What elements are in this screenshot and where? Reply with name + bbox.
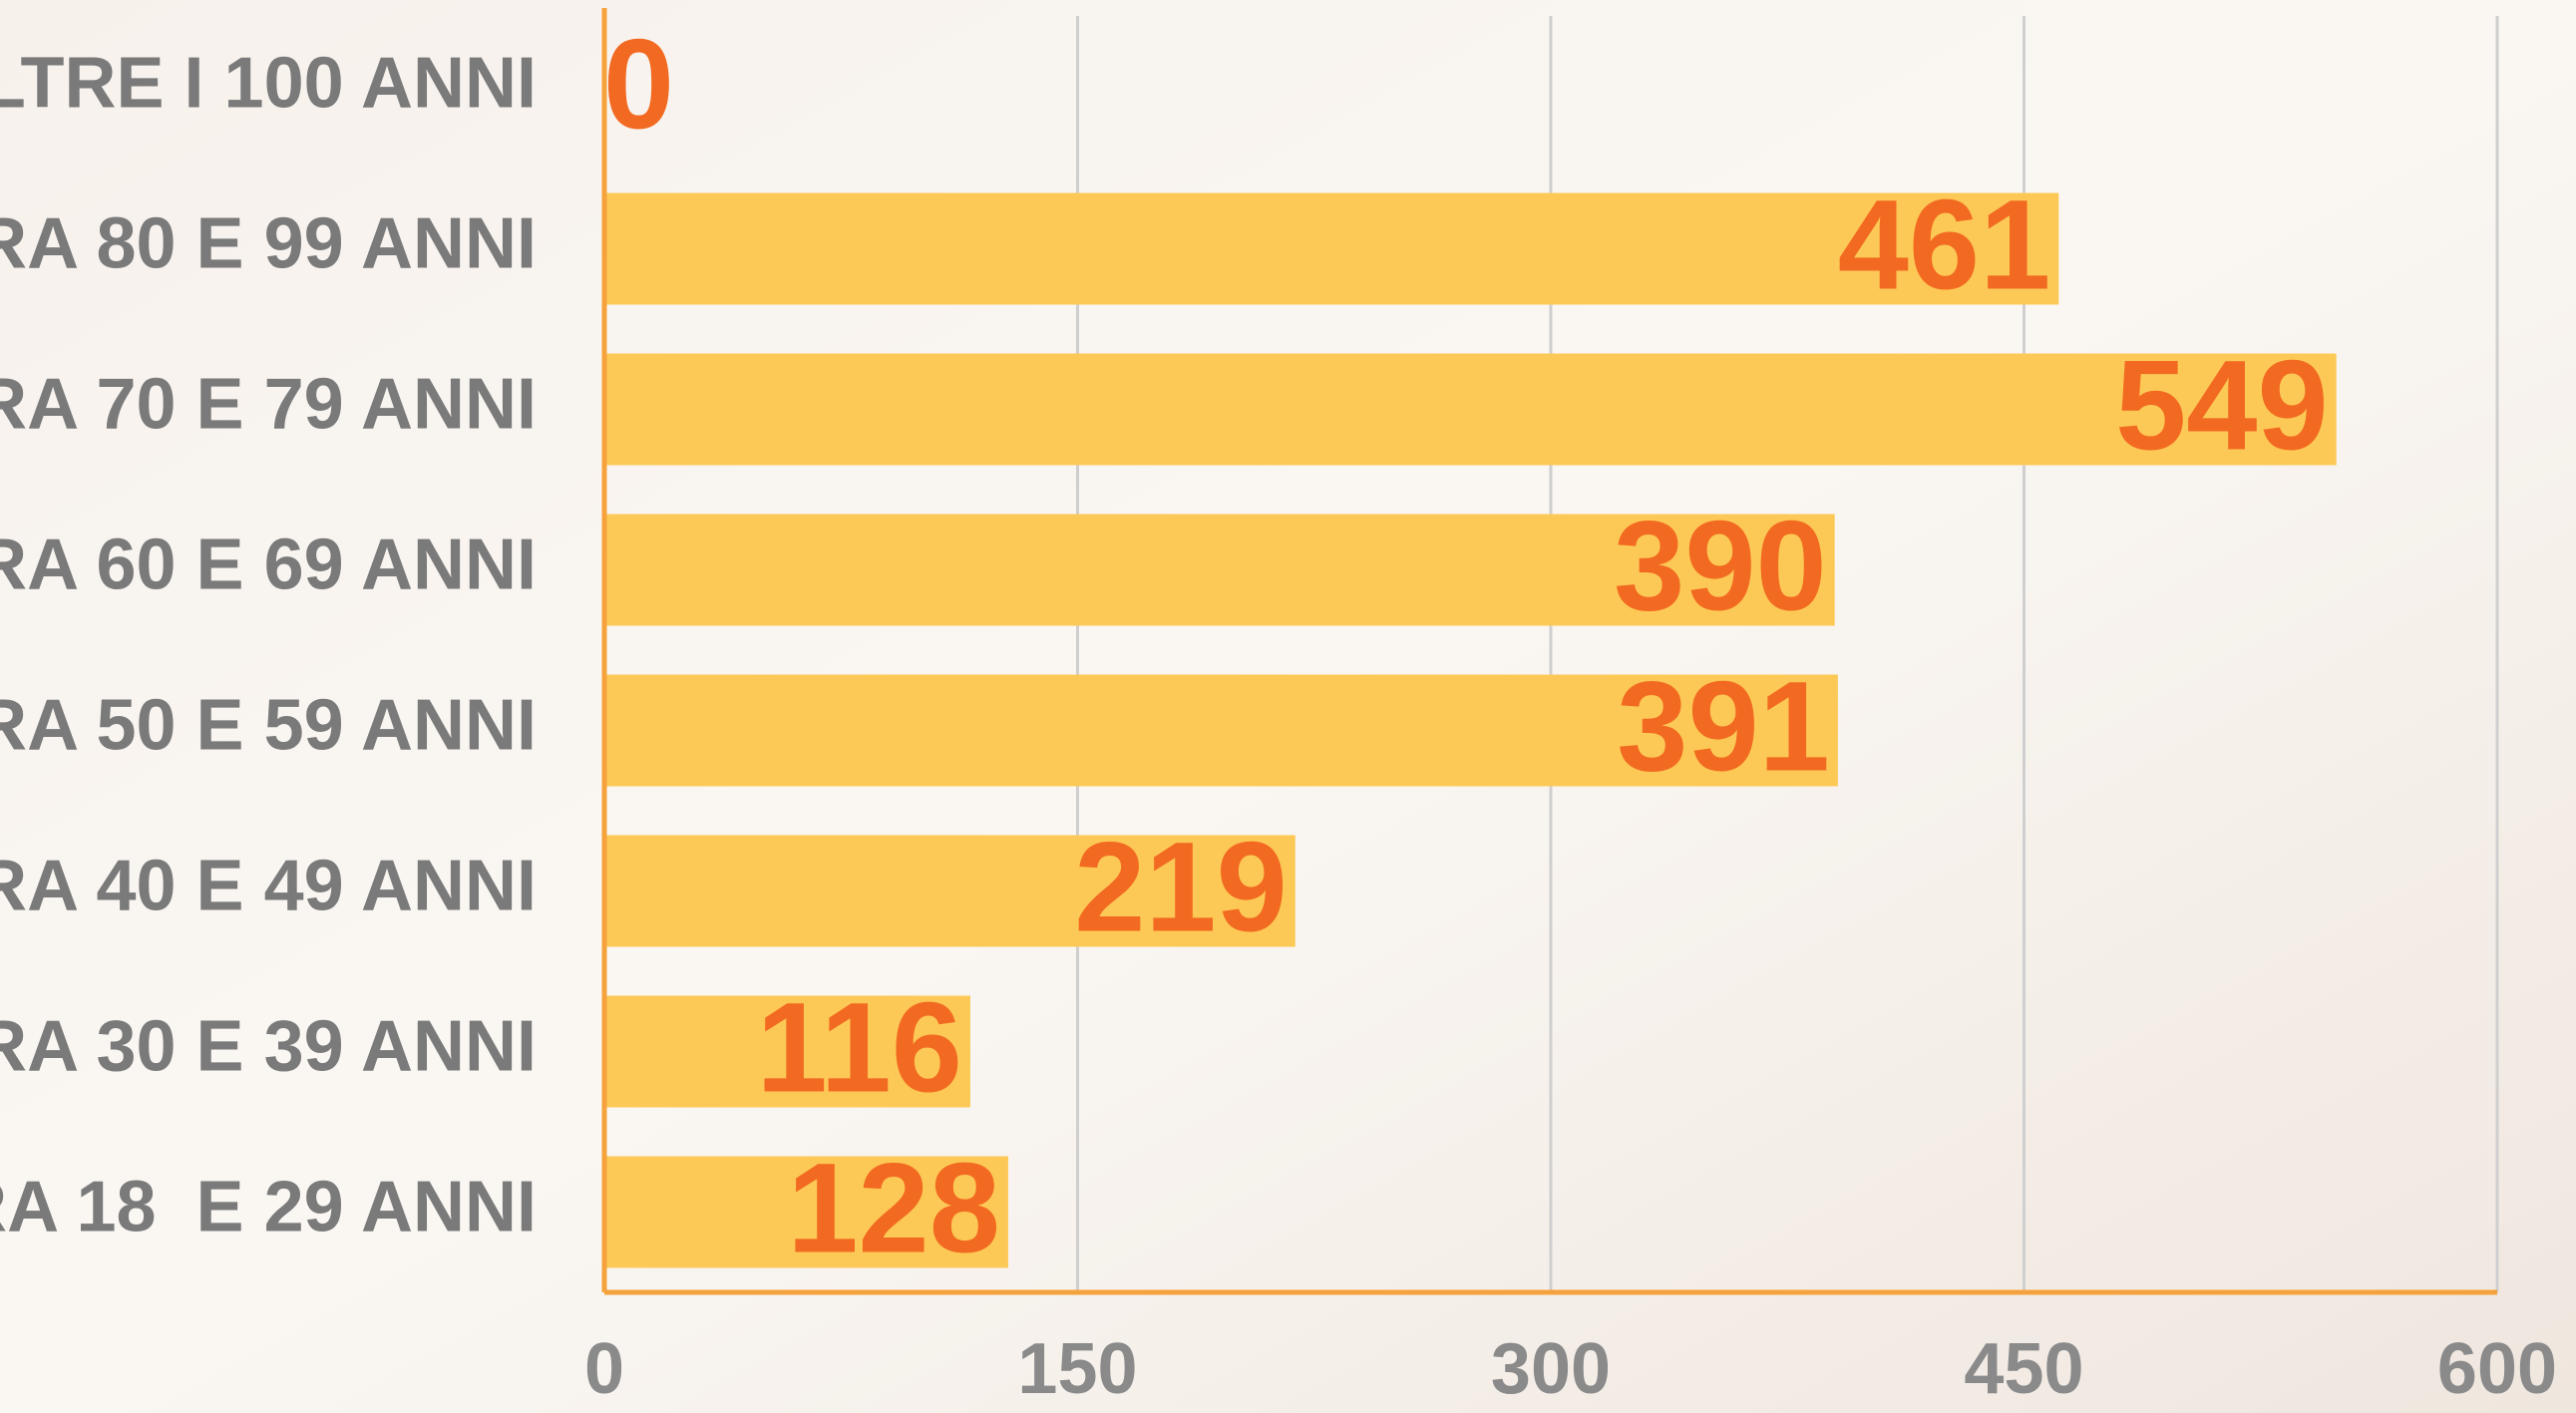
value-label: 390 (1614, 495, 1827, 637)
y-tick-label: TRA 50 E 59 ANNI (0, 686, 537, 766)
y-tick-label: OLTRE I 100 ANNI (0, 44, 537, 124)
chart: 0 150 300 450 600 OLTRE I 100 ANNI 0 TRA 80 E 9… (0, 0, 2576, 1413)
y-tick-label: TRA 30 E 39 ANNI (0, 1007, 537, 1087)
y-tick-label: TRA 60 E 69 ANNI (0, 526, 537, 605)
x-tick-label: 150 (1017, 1329, 1137, 1409)
value-label: 116 (756, 976, 962, 1119)
y-tick-label: TRA 80 E 99 ANNI (0, 204, 537, 284)
value-label: 461 (1838, 174, 2051, 316)
x-tick-label: 0 (584, 1329, 624, 1409)
y-tick-label: TRA 70 E 79 ANNI (0, 365, 537, 445)
value-label: 549 (2115, 334, 2329, 477)
y-tick-label: TRA 18 E 29 ANNI (0, 1168, 537, 1247)
value-label: 219 (1074, 816, 1288, 958)
x-tick-label: 300 (1491, 1329, 1611, 1409)
value-label: 128 (787, 1137, 1000, 1279)
y-tick-label: TRA 40 E 49 ANNI (0, 847, 537, 926)
value-label: 391 (1617, 655, 1830, 798)
bar (604, 354, 2337, 466)
x-tick-label: 450 (1964, 1329, 2083, 1409)
x-tick-label: 600 (2437, 1329, 2557, 1409)
value-label: 0 (603, 13, 674, 156)
